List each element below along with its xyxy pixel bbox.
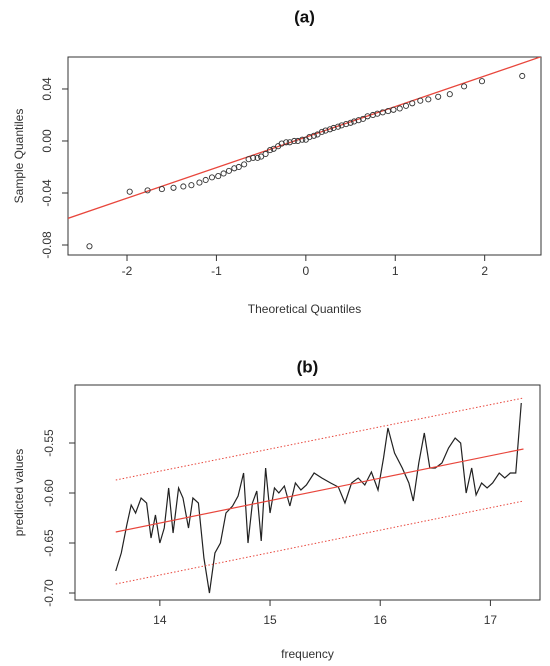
point [225, 167, 232, 174]
series-line [115, 402, 522, 594]
point [314, 131, 321, 138]
y-tick-label: -0.04 [40, 179, 54, 207]
chart-title: (a) [294, 7, 315, 26]
y-tick-label: -0.08 [40, 231, 54, 259]
point [396, 105, 403, 112]
point [170, 184, 177, 191]
point [202, 176, 209, 184]
x-tick-label: 2 [481, 264, 488, 278]
point [326, 126, 334, 133]
point [86, 243, 93, 250]
x-tick-label: 1 [392, 264, 399, 278]
point [220, 170, 227, 177]
point [208, 174, 216, 181]
x-axis-title: frequency [281, 647, 334, 661]
point [374, 110, 381, 117]
point [126, 188, 133, 195]
y-tick-label: -0.70 [42, 579, 56, 607]
point [144, 187, 151, 194]
x-tick-label: 14 [153, 613, 167, 627]
point [250, 154, 257, 161]
point [180, 183, 187, 190]
point [347, 119, 354, 126]
plot-area [68, 57, 541, 250]
point [196, 179, 203, 186]
point [364, 113, 371, 120]
point [258, 153, 265, 160]
panel: (b) frequency predicted values 14 15 16 17 -0.7… [12, 357, 541, 661]
y-tick-label: -0.55 [42, 429, 56, 457]
point [299, 136, 306, 143]
series-line [115, 500, 524, 585]
point [215, 173, 222, 180]
plot-area [115, 397, 524, 594]
y-tick-label: -0.60 [42, 479, 56, 507]
point [360, 115, 367, 122]
y-tick-label: 0.00 [40, 129, 54, 153]
point [310, 132, 317, 139]
point [390, 106, 397, 113]
point [267, 147, 274, 154]
point [519, 72, 526, 80]
point [402, 102, 410, 109]
series-line [115, 397, 524, 481]
chart-title: (b) [297, 357, 319, 376]
plot-frame [67, 56, 542, 256]
point [446, 91, 453, 98]
series-line [115, 448, 524, 533]
x-axis-title: Theoretical Quantiles [248, 302, 361, 316]
point [318, 128, 325, 135]
y-tick-label: 0.04 [40, 77, 54, 101]
x-tick-label: 0 [302, 264, 309, 278]
point [417, 97, 424, 104]
point [379, 109, 386, 116]
point [291, 137, 298, 145]
point [435, 93, 442, 100]
point [385, 108, 392, 115]
point [425, 96, 432, 103]
point [409, 100, 416, 107]
x-tick-label: -2 [122, 264, 133, 278]
x-tick-label: 17 [484, 613, 498, 627]
point [283, 139, 290, 146]
point [241, 161, 248, 168]
panel: (a) Theoretical Quantiles Sample Quantiles… [12, 7, 542, 316]
x-tick-label: -1 [211, 264, 222, 278]
x-tick-label: 15 [263, 613, 277, 627]
y-axis-title: predicted values [12, 449, 26, 536]
point [158, 186, 165, 193]
y-tick-label: -0.65 [42, 529, 56, 557]
point [254, 154, 261, 161]
point [188, 182, 195, 189]
point [334, 123, 342, 130]
point [461, 83, 468, 90]
point [262, 150, 269, 158]
point [478, 78, 486, 85]
y-axis-title: Sample Quantiles [12, 109, 26, 204]
point [235, 163, 242, 171]
point [302, 136, 309, 143]
x-tick-label: 16 [374, 613, 388, 627]
point [270, 145, 277, 152]
